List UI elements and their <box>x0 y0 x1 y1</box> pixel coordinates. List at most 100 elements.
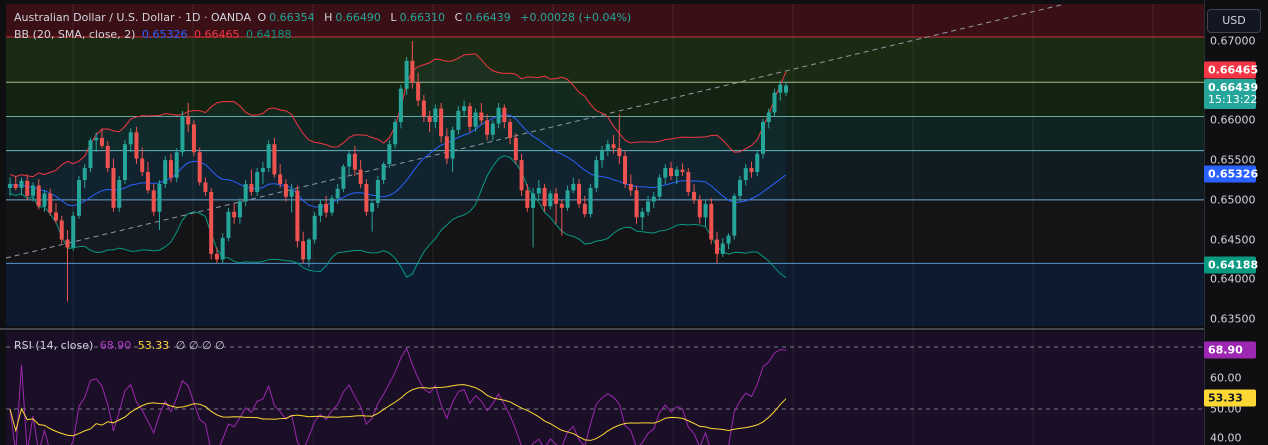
bb-legend[interactable]: BB (20, SMA, close, 2) 0.65326 0.66465 0… <box>14 28 294 42</box>
candle-body <box>151 190 156 212</box>
candle-body <box>605 144 610 151</box>
candle-body <box>266 144 271 169</box>
candle-body <box>732 195 737 236</box>
candle-body <box>82 168 87 180</box>
candle-body <box>519 160 524 191</box>
candle-body <box>559 203 564 208</box>
candle-body <box>99 137 104 146</box>
candle-body <box>393 122 398 145</box>
candle-body <box>628 183 633 191</box>
candle-body <box>186 116 191 125</box>
bb-name: BB (20, SMA, close, 2) <box>14 28 136 41</box>
candle-body <box>674 169 679 177</box>
candle-body <box>174 152 179 178</box>
trend-line <box>5 3 1066 259</box>
rsi-ma-tag: 53.33 <box>1204 389 1256 407</box>
candle-body <box>485 120 490 135</box>
zone-band-4 <box>6 116 1204 151</box>
candle-body <box>450 129 455 159</box>
candle-body <box>444 136 449 159</box>
candle-body <box>738 180 743 196</box>
candle-body <box>295 190 300 242</box>
candle-body <box>755 153 760 173</box>
symbol-title[interactable]: Australian Dollar / U.S. Dollar · 1D · O… <box>14 11 251 24</box>
candle-body <box>42 193 47 207</box>
candle-body <box>502 107 507 123</box>
candle-body <box>588 187 593 215</box>
candle-body <box>715 239 720 254</box>
candle-body <box>536 187 541 194</box>
candle-body <box>329 198 334 213</box>
candle-body <box>496 107 501 124</box>
candle-body <box>433 108 438 123</box>
candle-body <box>778 84 783 93</box>
candle-body <box>335 188 340 199</box>
bb-upper-tag: 0.66465 <box>1204 61 1258 79</box>
bb-basis-tag: 0.65326 <box>1204 165 1258 183</box>
candle-body <box>65 239 70 248</box>
candle-body <box>111 168 116 208</box>
candle-body <box>697 199 702 218</box>
candle-body <box>462 106 467 111</box>
candle-body <box>278 174 283 184</box>
candle-body <box>220 237 225 260</box>
candle-body <box>94 137 99 141</box>
zone-band-bottom <box>6 263 1204 326</box>
candle-body <box>59 220 64 240</box>
candle-body <box>272 144 277 175</box>
bb-lower-value: 0.64188 <box>245 28 292 41</box>
candle-body <box>358 169 363 184</box>
candle-body <box>577 183 582 204</box>
last-price-tag: 0.66439 15:13:22 <box>1204 79 1258 109</box>
price-tick-label: 0.66000 <box>1210 113 1256 127</box>
close-value: 0.66439 <box>465 11 511 24</box>
currency-button[interactable]: USD <box>1207 9 1261 33</box>
candle-body <box>726 235 731 244</box>
candle-body <box>427 116 432 123</box>
low-label: L <box>390 11 397 24</box>
candle-body <box>191 124 196 153</box>
candle-body <box>663 168 668 178</box>
candle-body <box>421 100 426 117</box>
candle-body <box>145 172 150 191</box>
zone-band-6 <box>6 199 1204 264</box>
candle-body <box>71 215 76 248</box>
candle-body <box>548 193 553 207</box>
bb-lower-tag: 0.64188 <box>1204 256 1258 274</box>
candle-body <box>772 92 777 113</box>
candle-body <box>237 201 242 218</box>
candle-body <box>766 112 771 123</box>
rsi-ma-line <box>9 384 787 441</box>
candle-body <box>508 122 513 138</box>
candle-body <box>657 177 662 197</box>
candle-body <box>13 183 18 188</box>
candle-body <box>36 185 41 207</box>
candle-body <box>352 153 357 170</box>
candle-body <box>134 132 139 159</box>
candle-body <box>249 183 254 192</box>
candle-body <box>410 60 415 83</box>
candle-body <box>669 168 674 177</box>
candle-body <box>439 108 444 137</box>
candle-body <box>301 241 306 260</box>
change-value: +0.00028 (+0.04%) <box>520 11 632 24</box>
price-tick-label: 0.65000 <box>1210 193 1256 207</box>
rsi-legend[interactable]: RSI (14, close) 68.90 53.33 ∅ ∅ ∅ ∅ <box>14 339 228 353</box>
candle-body <box>364 183 369 212</box>
candle-body <box>157 183 162 212</box>
candle-body <box>324 203 329 213</box>
high-label: H <box>324 11 333 24</box>
zone-band-3 <box>6 82 1204 117</box>
low-value: 0.66310 <box>399 11 446 24</box>
candle-body <box>554 193 559 204</box>
candle-body <box>232 211 237 218</box>
candle-body <box>479 112 484 121</box>
symbol-legend: Australian Dollar / U.S. Dollar · 1D · O… <box>14 11 634 25</box>
candle-body <box>105 145 110 169</box>
candle-body <box>634 190 639 218</box>
rsi-ma-value: 53.33 <box>137 339 170 352</box>
candle-body <box>646 201 651 212</box>
rsi-tag: 68.90 <box>1204 341 1256 359</box>
candle-body <box>128 132 133 145</box>
